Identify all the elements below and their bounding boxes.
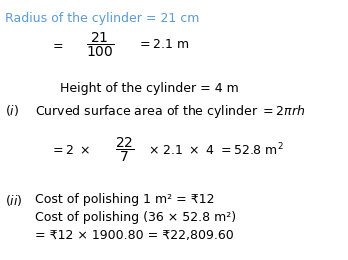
- Text: Cost of polishing 1 m² = ₹12: Cost of polishing 1 m² = ₹12: [35, 193, 214, 206]
- Text: $= 2.1\ \mathrm{m}$: $= 2.1\ \mathrm{m}$: [137, 38, 189, 51]
- Text: $\dfrac{21}{100}$: $\dfrac{21}{100}$: [86, 31, 114, 59]
- Text: = ₹12 × 1900.80 = ₹22,809.60: = ₹12 × 1900.80 = ₹22,809.60: [35, 229, 234, 242]
- Text: $= 2\ \times$: $= 2\ \times$: [50, 144, 90, 157]
- Text: $\dfrac{22}{7}$: $\dfrac{22}{7}$: [115, 136, 135, 164]
- Text: Curved surface area of the cylinder $= 2\pi rh$: Curved surface area of the cylinder $= 2…: [35, 103, 306, 120]
- Text: Radius of the cylinder = 21 cm: Radius of the cylinder = 21 cm: [5, 12, 199, 25]
- Text: $=$: $=$: [50, 38, 64, 51]
- Text: Height of the cylinder = 4 m: Height of the cylinder = 4 m: [60, 82, 239, 95]
- Text: Cost of polishing (36 × 52.8 m²): Cost of polishing (36 × 52.8 m²): [35, 211, 236, 224]
- Text: $\times\ 2.1\ \times\ 4\ = 52.8\ \mathrm{m}^2$: $\times\ 2.1\ \times\ 4\ = 52.8\ \mathrm…: [148, 142, 284, 158]
- Text: $(i)$: $(i)$: [5, 103, 19, 118]
- Text: $(ii)$: $(ii)$: [5, 193, 23, 208]
